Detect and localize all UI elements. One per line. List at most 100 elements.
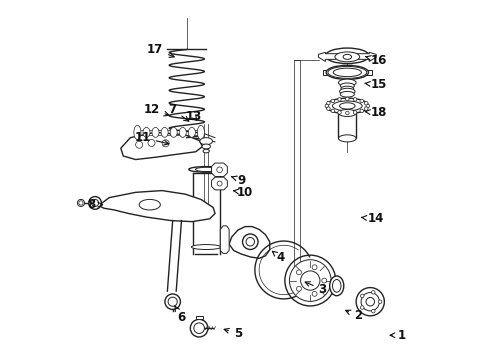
Text: 3: 3 — [305, 282, 327, 296]
Ellipse shape — [192, 244, 221, 249]
Circle shape — [148, 139, 155, 147]
Circle shape — [312, 291, 317, 296]
Polygon shape — [212, 163, 227, 176]
Circle shape — [136, 141, 143, 148]
Circle shape — [77, 199, 84, 207]
Circle shape — [296, 286, 301, 291]
Circle shape — [366, 104, 369, 108]
Circle shape — [79, 201, 83, 205]
Circle shape — [327, 107, 330, 111]
Circle shape — [353, 98, 357, 101]
Circle shape — [190, 319, 208, 337]
Ellipse shape — [339, 109, 356, 117]
Text: 4: 4 — [272, 251, 284, 264]
Text: 7: 7 — [169, 103, 189, 121]
Polygon shape — [196, 316, 203, 319]
Ellipse shape — [340, 91, 354, 97]
Circle shape — [365, 102, 368, 105]
Ellipse shape — [139, 199, 160, 210]
Polygon shape — [318, 52, 376, 62]
Circle shape — [345, 97, 349, 100]
Ellipse shape — [188, 127, 196, 137]
Polygon shape — [98, 190, 215, 222]
Text: 13: 13 — [186, 110, 202, 123]
Ellipse shape — [339, 79, 356, 86]
Circle shape — [290, 260, 331, 301]
Circle shape — [331, 109, 335, 113]
Ellipse shape — [202, 144, 210, 149]
Text: 14: 14 — [362, 212, 384, 225]
Text: 6: 6 — [175, 306, 186, 324]
Circle shape — [360, 109, 364, 113]
Circle shape — [360, 99, 364, 103]
Circle shape — [361, 294, 364, 298]
Circle shape — [365, 107, 368, 111]
Circle shape — [89, 197, 101, 209]
Ellipse shape — [340, 88, 355, 95]
Ellipse shape — [343, 54, 351, 59]
Text: 10: 10 — [234, 186, 253, 199]
Ellipse shape — [189, 167, 223, 172]
Circle shape — [345, 111, 349, 115]
Circle shape — [331, 99, 335, 103]
Ellipse shape — [341, 86, 354, 91]
Ellipse shape — [196, 167, 217, 171]
Circle shape — [92, 199, 98, 207]
Circle shape — [301, 271, 320, 290]
Text: 12: 12 — [144, 103, 169, 116]
Circle shape — [194, 323, 204, 333]
Ellipse shape — [179, 127, 186, 137]
Ellipse shape — [340, 83, 354, 89]
Circle shape — [371, 309, 375, 313]
Ellipse shape — [330, 276, 344, 296]
Circle shape — [356, 288, 384, 316]
Polygon shape — [212, 177, 227, 190]
Ellipse shape — [335, 52, 360, 62]
Ellipse shape — [340, 103, 355, 109]
Ellipse shape — [152, 127, 159, 137]
Ellipse shape — [333, 101, 362, 111]
Ellipse shape — [326, 98, 368, 114]
Circle shape — [327, 102, 330, 105]
Circle shape — [246, 238, 254, 246]
Ellipse shape — [170, 127, 177, 137]
Circle shape — [243, 234, 258, 249]
Text: 1: 1 — [390, 329, 406, 342]
Text: 17: 17 — [147, 43, 174, 57]
Circle shape — [353, 111, 357, 114]
Circle shape — [217, 181, 222, 186]
Polygon shape — [229, 226, 270, 258]
Ellipse shape — [339, 135, 356, 142]
Ellipse shape — [333, 68, 362, 77]
Text: 5: 5 — [224, 327, 242, 340]
Text: 18: 18 — [365, 107, 387, 120]
Circle shape — [168, 297, 177, 306]
Ellipse shape — [143, 127, 150, 137]
Circle shape — [338, 98, 341, 101]
Ellipse shape — [333, 279, 341, 292]
Circle shape — [361, 306, 364, 309]
Ellipse shape — [203, 149, 209, 153]
Circle shape — [361, 293, 379, 311]
Ellipse shape — [326, 66, 368, 80]
Text: 9: 9 — [232, 174, 245, 186]
Text: 16: 16 — [366, 54, 387, 67]
Ellipse shape — [328, 66, 367, 78]
Text: 8: 8 — [87, 198, 102, 211]
Circle shape — [322, 278, 327, 283]
Polygon shape — [220, 226, 229, 253]
Circle shape — [366, 297, 374, 306]
Circle shape — [371, 291, 375, 294]
Polygon shape — [121, 132, 203, 159]
Circle shape — [217, 167, 222, 172]
Ellipse shape — [197, 125, 204, 139]
Text: 11: 11 — [135, 131, 169, 145]
Ellipse shape — [200, 138, 213, 145]
Ellipse shape — [161, 127, 168, 137]
Ellipse shape — [134, 125, 141, 139]
Text: 15: 15 — [365, 78, 387, 91]
Circle shape — [325, 104, 329, 108]
Polygon shape — [322, 70, 372, 75]
Bar — [294, 60, 300, 286]
Circle shape — [378, 300, 382, 303]
